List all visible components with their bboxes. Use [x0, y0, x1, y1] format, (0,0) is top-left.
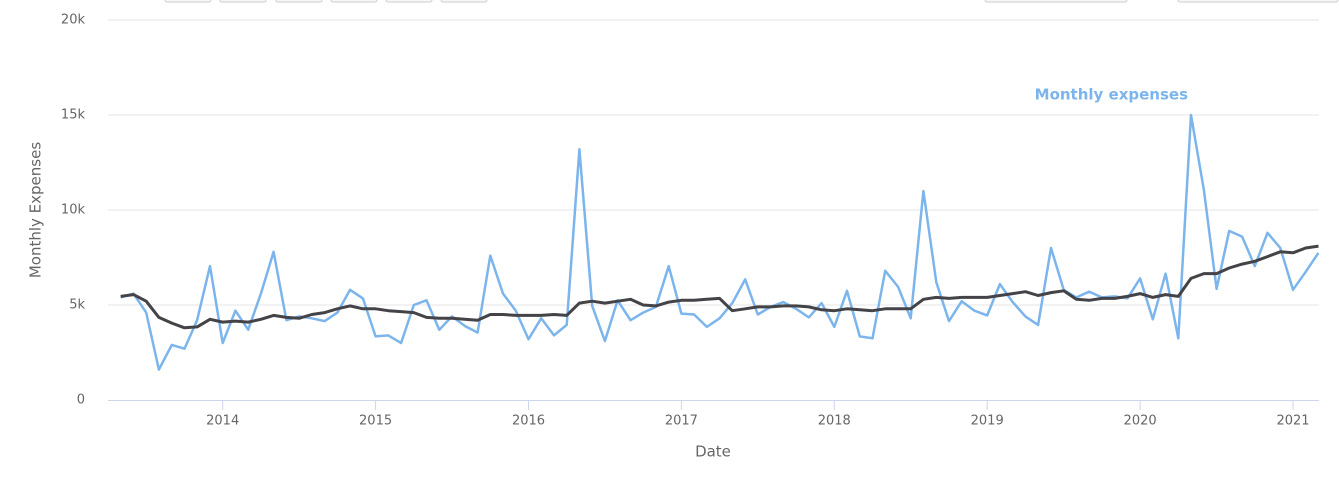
series-label: Monthly expenses: [1035, 86, 1188, 104]
y-tick-label: 20k: [61, 13, 86, 28]
x-tick-label: 2020: [1124, 414, 1157, 429]
x-tick-label: 2014: [206, 414, 239, 429]
toolbar: [164, 0, 1339, 3]
button[interactable]: [440, 0, 488, 3]
series-line: [120, 244, 1319, 330]
x-tick-label: 2016: [512, 414, 545, 429]
series-line: [120, 113, 1319, 371]
button[interactable]: [164, 0, 212, 3]
y-tick-label: 15k: [61, 108, 86, 123]
button[interactable]: [385, 0, 433, 3]
y-tick-label: 0: [77, 393, 85, 408]
x-tick-label: 2019: [971, 414, 1004, 429]
button[interactable]: [219, 0, 267, 3]
input[interactable]: [984, 0, 1128, 3]
y-axis-title: Monthly Expenses: [27, 142, 45, 278]
button[interactable]: [330, 0, 378, 3]
x-tick-label: 2017: [665, 414, 698, 429]
x-tick-label: 2018: [818, 414, 851, 429]
input[interactable]: [1177, 0, 1339, 3]
y-tick-label: 5k: [69, 298, 85, 313]
button[interactable]: [275, 0, 323, 3]
x-tick-label: 2021: [1276, 414, 1309, 429]
x-axis-title: Date: [695, 443, 731, 461]
y-tick-label: 10k: [61, 203, 86, 218]
x-tick-label: 2015: [359, 414, 392, 429]
